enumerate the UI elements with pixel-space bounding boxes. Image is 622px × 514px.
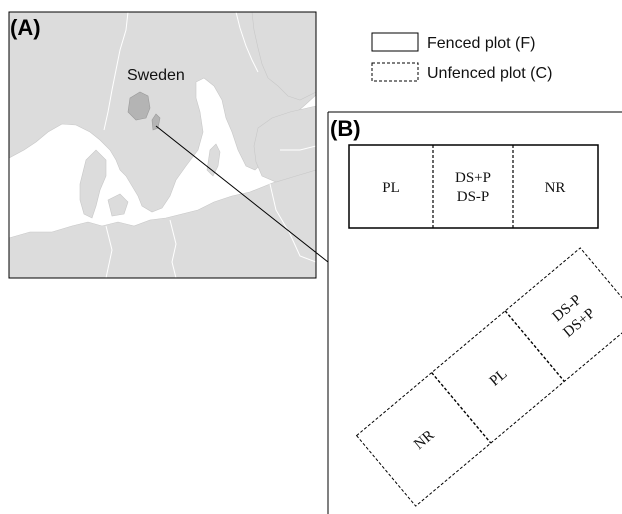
unfenced-plot-divider-2 xyxy=(504,310,565,382)
legend-fenced-label: Fenced plot (F) xyxy=(427,35,535,52)
unfenced-plot-label-pl: PL xyxy=(487,366,511,390)
country-label-sweden: Sweden xyxy=(127,67,185,84)
legend-fenced-swatch xyxy=(371,32,419,52)
unfenced-plot-divider-1 xyxy=(431,372,492,444)
map-land-denmark xyxy=(79,149,107,219)
map-borders xyxy=(103,12,316,278)
unfenced-plot-label-nr: NR xyxy=(411,427,437,453)
map-panel: (A) Sweden xyxy=(8,11,317,279)
panel-label-b: (B) xyxy=(330,116,361,141)
map-highlight-study-site xyxy=(151,113,161,131)
fenced-plot-label-nr: NR xyxy=(545,180,566,196)
legend-unfenced-swatch xyxy=(371,62,419,82)
panel-label-a: (A) xyxy=(10,15,41,40)
unfenced-plot: NR PL DS-P DS+P xyxy=(355,247,622,507)
fenced-plot: PL DS+P DS-P NR xyxy=(348,144,599,229)
legend: Fenced plot (F) Unfenced plot (C) xyxy=(371,32,552,82)
panel-b: (B) PL DS+P DS-P NR NR PL DS-P DS+P xyxy=(327,111,622,514)
map-land-gotland xyxy=(206,143,221,177)
connector-line xyxy=(155,125,329,263)
map-land-zealand xyxy=(107,193,129,217)
map-frame xyxy=(8,11,317,279)
fenced-plot-border xyxy=(348,144,599,229)
map-land-baltics xyxy=(253,105,316,183)
legend-unfenced-label: Unfenced plot (C) xyxy=(427,65,552,82)
map-highlight-lake xyxy=(127,91,151,121)
map-land-finland xyxy=(251,12,316,101)
fenced-plot-label-pl: PL xyxy=(382,180,400,196)
fenced-plot-label-dsp-minus: DS-P xyxy=(457,189,490,205)
fenced-plot-label-dsp-plus: DS+P xyxy=(455,170,491,186)
